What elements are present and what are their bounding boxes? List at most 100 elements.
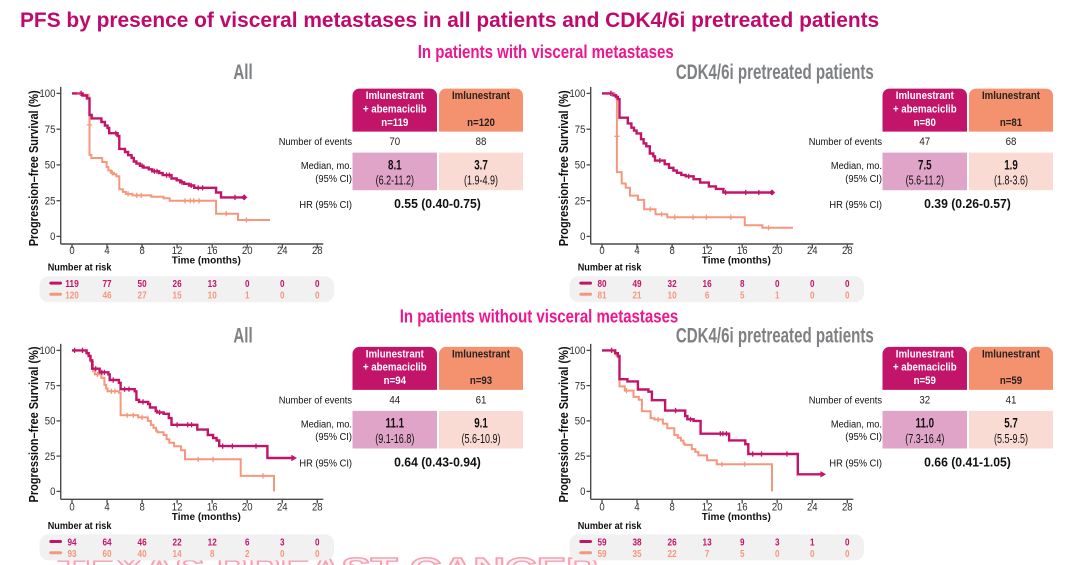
svg-text:28: 28 bbox=[312, 245, 323, 257]
svg-text:Time (months): Time (months) bbox=[172, 256, 241, 267]
svg-text:1.9: 1.9 bbox=[1004, 156, 1018, 172]
svg-text:75: 75 bbox=[45, 124, 56, 136]
svg-text:50: 50 bbox=[45, 416, 56, 428]
svg-text:0: 0 bbox=[599, 502, 604, 514]
svg-text:28: 28 bbox=[842, 502, 853, 514]
svg-text:All: All bbox=[233, 325, 252, 348]
svg-text:22: 22 bbox=[668, 548, 677, 560]
svg-text:5: 5 bbox=[740, 548, 745, 560]
svg-text:3.7: 3.7 bbox=[474, 156, 488, 172]
svg-text:25: 25 bbox=[575, 196, 586, 208]
svg-text:0.64 (0.43-0.94): 0.64 (0.43-0.94) bbox=[394, 454, 481, 469]
svg-text:n=80: n=80 bbox=[914, 117, 936, 129]
svg-text:16: 16 bbox=[703, 278, 712, 290]
svg-text:0: 0 bbox=[315, 548, 320, 560]
svg-text:50: 50 bbox=[575, 416, 586, 428]
svg-text:100: 100 bbox=[570, 345, 586, 357]
svg-text:Imlunestrant: Imlunestrant bbox=[452, 348, 510, 360]
svg-text:HR (95% CI): HR (95% CI) bbox=[299, 458, 352, 469]
svg-text:12: 12 bbox=[208, 537, 217, 549]
svg-text:16: 16 bbox=[207, 502, 218, 514]
svg-text:0.55 (0.40-0.75): 0.55 (0.40-0.75) bbox=[394, 196, 481, 211]
svg-text:21: 21 bbox=[632, 289, 641, 301]
svg-text:88: 88 bbox=[476, 136, 487, 148]
svg-text:(9.1-16.8): (9.1-16.8) bbox=[375, 432, 414, 446]
svg-text:In patients with visceral meta: In patients with visceral metastases bbox=[418, 41, 674, 62]
svg-text:n=59: n=59 bbox=[914, 375, 936, 387]
svg-text:HR (95% CI): HR (95% CI) bbox=[829, 458, 882, 469]
svg-text:n=59: n=59 bbox=[1000, 375, 1022, 387]
svg-text:8: 8 bbox=[669, 502, 674, 514]
svg-text:Imlunestrant: Imlunestrant bbox=[896, 90, 954, 102]
svg-text:1: 1 bbox=[810, 537, 815, 549]
svg-text:6: 6 bbox=[705, 289, 710, 301]
svg-text:Progression–free Survival (%): Progression–free Survival (%) bbox=[556, 90, 571, 246]
svg-text:(5.5-9.5): (5.5-9.5) bbox=[994, 432, 1028, 446]
svg-text:100: 100 bbox=[40, 88, 56, 100]
svg-text:16: 16 bbox=[737, 502, 748, 514]
svg-text:20: 20 bbox=[772, 502, 783, 514]
svg-text:47: 47 bbox=[919, 136, 930, 148]
svg-text:46: 46 bbox=[138, 537, 147, 549]
svg-text:Number of events: Number of events bbox=[279, 137, 352, 148]
svg-text:0: 0 bbox=[315, 278, 320, 290]
svg-text:20: 20 bbox=[242, 245, 253, 257]
svg-text:16: 16 bbox=[207, 245, 218, 257]
svg-text:4: 4 bbox=[104, 502, 109, 514]
svg-text:5: 5 bbox=[740, 289, 745, 301]
svg-text:HR (95% CI): HR (95% CI) bbox=[299, 200, 352, 211]
svg-text:Time (months): Time (months) bbox=[172, 512, 241, 523]
svg-text:59: 59 bbox=[597, 537, 606, 549]
svg-text:3: 3 bbox=[775, 537, 780, 549]
svg-text:0: 0 bbox=[845, 278, 850, 290]
svg-text:Progression–free Survival (%): Progression–free Survival (%) bbox=[26, 90, 41, 246]
svg-text:(95% CI): (95% CI) bbox=[845, 432, 882, 443]
svg-text:75: 75 bbox=[575, 124, 586, 136]
svg-text:Imlunestrant: Imlunestrant bbox=[366, 90, 424, 102]
svg-text:24: 24 bbox=[807, 502, 818, 514]
svg-text:24: 24 bbox=[807, 245, 818, 257]
svg-text:0: 0 bbox=[810, 548, 815, 560]
svg-text:0: 0 bbox=[50, 486, 55, 498]
svg-text:75: 75 bbox=[575, 380, 586, 392]
svg-text:25: 25 bbox=[45, 196, 56, 208]
svg-text:13: 13 bbox=[208, 278, 217, 290]
svg-text:4: 4 bbox=[104, 245, 109, 257]
svg-text:7.5: 7.5 bbox=[918, 156, 932, 172]
svg-text:PFS by presence of visceral me: PFS by presence of visceral metastases i… bbox=[20, 9, 879, 32]
svg-text:20: 20 bbox=[772, 245, 783, 257]
svg-text:28: 28 bbox=[312, 502, 323, 514]
svg-text:n=119: n=119 bbox=[381, 117, 408, 129]
svg-text:Progression–free Survival (%): Progression–free Survival (%) bbox=[26, 347, 41, 503]
svg-text:n=94: n=94 bbox=[384, 375, 406, 387]
svg-text:Imlunestrant: Imlunestrant bbox=[452, 90, 510, 102]
svg-text:60: 60 bbox=[102, 548, 111, 560]
svg-text:Time (months): Time (months) bbox=[702, 512, 771, 523]
svg-text:Imlunestrant: Imlunestrant bbox=[366, 348, 424, 360]
svg-text:10: 10 bbox=[208, 289, 217, 301]
svg-text:11.0: 11.0 bbox=[916, 415, 935, 431]
svg-text:80: 80 bbox=[597, 278, 606, 290]
svg-text:0: 0 bbox=[810, 289, 815, 301]
svg-text:9: 9 bbox=[740, 537, 745, 549]
svg-text:25: 25 bbox=[45, 451, 56, 463]
svg-text:120: 120 bbox=[65, 289, 79, 301]
svg-text:46: 46 bbox=[102, 289, 111, 301]
svg-text:26: 26 bbox=[173, 278, 182, 290]
svg-text:16: 16 bbox=[737, 245, 748, 257]
svg-text:+ abemaciclib: + abemaciclib bbox=[363, 362, 427, 374]
svg-text:+ abemaciclib: + abemaciclib bbox=[363, 103, 427, 115]
svg-text:75: 75 bbox=[45, 380, 56, 392]
svg-text:24: 24 bbox=[277, 502, 288, 514]
svg-text:In patients without visceral m: In patients without visceral metastases bbox=[400, 305, 679, 326]
svg-text:0: 0 bbox=[845, 548, 850, 560]
svg-text:4: 4 bbox=[634, 245, 639, 257]
svg-text:0: 0 bbox=[50, 231, 55, 243]
svg-text:15: 15 bbox=[173, 289, 182, 301]
svg-text:Time (months): Time (months) bbox=[702, 256, 771, 267]
svg-text:(1.8-3.6): (1.8-3.6) bbox=[994, 174, 1028, 188]
svg-text:CDK4/6i pretreated patients: CDK4/6i pretreated patients bbox=[676, 61, 874, 84]
svg-text:1: 1 bbox=[245, 289, 250, 301]
svg-text:100: 100 bbox=[570, 88, 586, 100]
svg-text:(95% CI): (95% CI) bbox=[315, 174, 352, 185]
